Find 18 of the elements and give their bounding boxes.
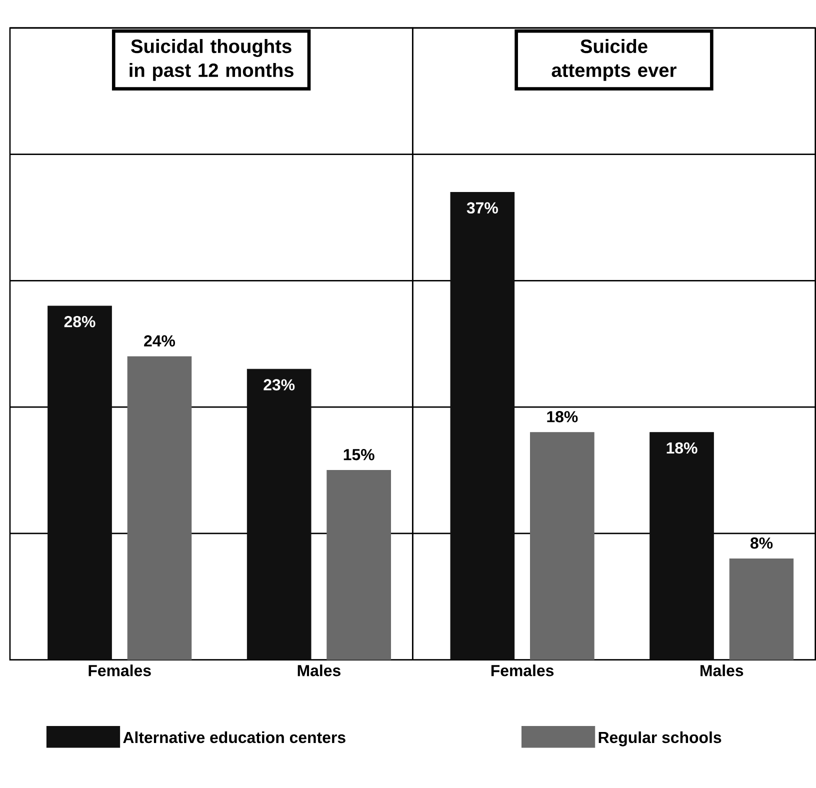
- x-tick-label: Males: [298, 664, 340, 676]
- text: Suicidal thoughts in past 12 months: [130, 38, 294, 81]
- bar: [48, 305, 112, 660]
- data-label: 28%: [64, 316, 96, 328]
- data-label: 37%: [466, 202, 498, 214]
- data-label: 23%: [264, 378, 295, 390]
- legend-label: Regular schools: [598, 731, 722, 746]
- x-tick-label: Females: [491, 664, 554, 676]
- x-tick-label: Females: [88, 664, 151, 676]
- data-label: 15%: [344, 448, 374, 460]
- legend-label: Alternative education centers: [123, 731, 346, 743]
- data-label: 18%: [547, 410, 578, 422]
- bar: [246, 368, 312, 660]
- data-label: 8%: [750, 537, 773, 549]
- x-tick-label: Males: [700, 664, 744, 676]
- data-label: 24%: [144, 335, 176, 346]
- text: Suicide attempts ever: [552, 38, 676, 81]
- data-label: 18%: [666, 442, 698, 454]
